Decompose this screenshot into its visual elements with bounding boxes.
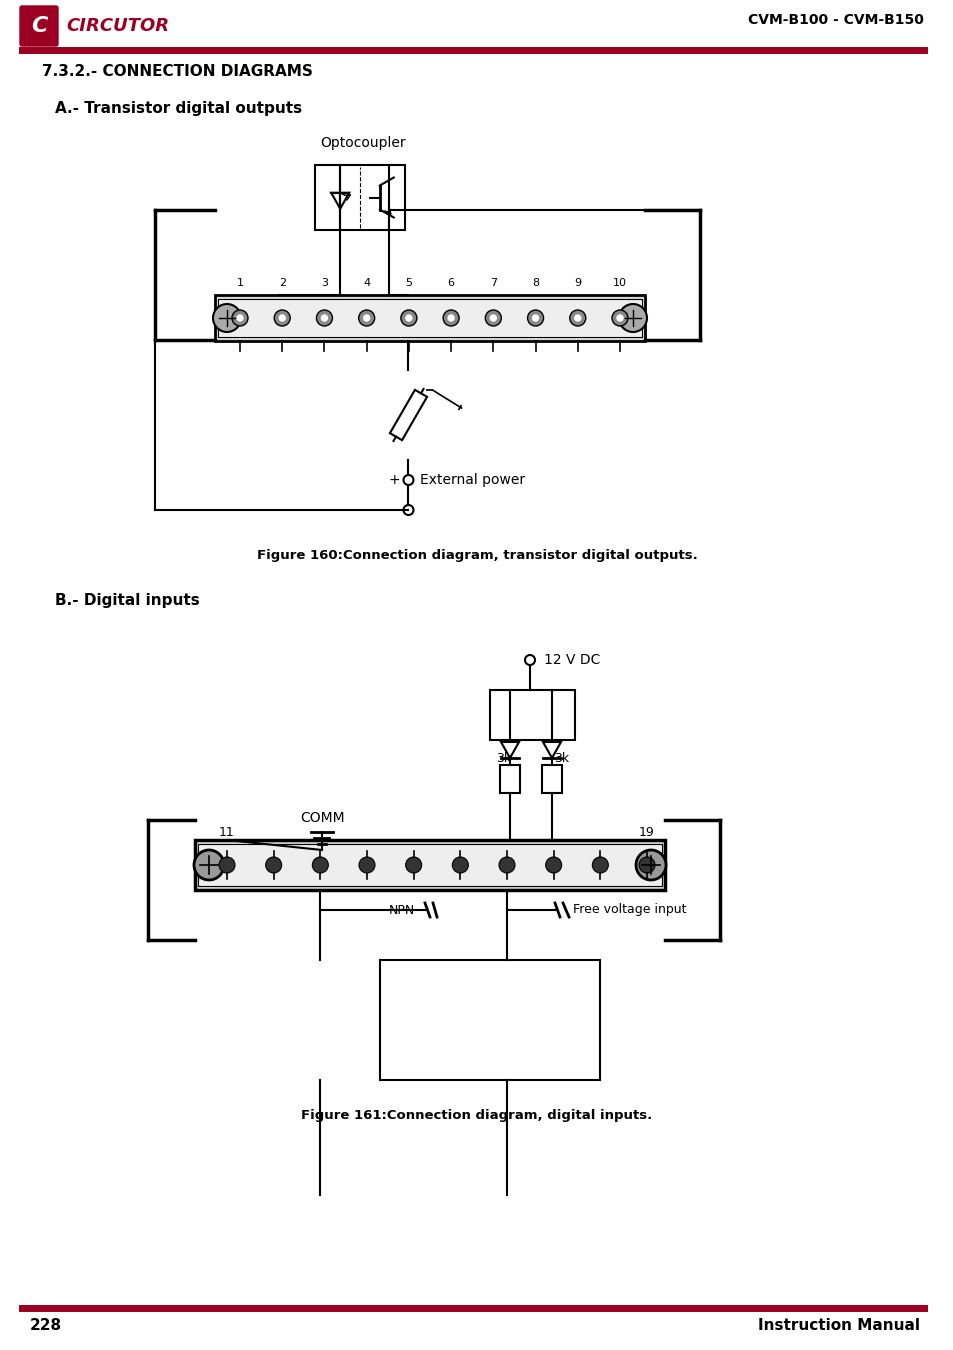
Circle shape xyxy=(321,315,327,321)
Polygon shape xyxy=(390,390,427,440)
Text: Optocoupler: Optocoupler xyxy=(319,136,405,150)
Text: 3k: 3k xyxy=(554,752,569,765)
Text: 2: 2 xyxy=(278,278,286,288)
Text: A.- Transistor digital outputs: A.- Transistor digital outputs xyxy=(55,100,302,116)
Bar xyxy=(194,840,664,890)
Circle shape xyxy=(498,857,515,873)
Text: 6: 6 xyxy=(447,278,455,288)
Circle shape xyxy=(363,315,369,321)
Bar xyxy=(490,690,575,740)
Circle shape xyxy=(636,850,665,880)
Circle shape xyxy=(219,857,234,873)
Text: NPN: NPN xyxy=(388,903,415,917)
Circle shape xyxy=(639,857,655,873)
Bar xyxy=(541,765,561,792)
Circle shape xyxy=(213,304,241,332)
Circle shape xyxy=(232,310,248,325)
Circle shape xyxy=(274,310,290,325)
Circle shape xyxy=(612,310,627,325)
Bar xyxy=(198,844,661,886)
Text: C: C xyxy=(30,16,47,36)
Text: 7.3.2.- CONNECTION DIAGRAMS: 7.3.2.- CONNECTION DIAGRAMS xyxy=(42,65,313,80)
Circle shape xyxy=(403,475,413,485)
Circle shape xyxy=(592,857,608,873)
Text: 1: 1 xyxy=(236,278,243,288)
Circle shape xyxy=(312,857,328,873)
Circle shape xyxy=(490,315,496,321)
Text: 4: 4 xyxy=(363,278,370,288)
Text: 7: 7 xyxy=(489,278,497,288)
Circle shape xyxy=(405,315,412,321)
Circle shape xyxy=(193,850,224,880)
Text: 10: 10 xyxy=(613,278,626,288)
Text: 8: 8 xyxy=(532,278,538,288)
Circle shape xyxy=(574,315,580,321)
Circle shape xyxy=(452,857,468,873)
Text: 3k: 3k xyxy=(496,752,511,765)
Text: External power: External power xyxy=(420,472,525,487)
Circle shape xyxy=(358,857,375,873)
Text: 5: 5 xyxy=(405,278,412,288)
Bar xyxy=(214,296,644,342)
Circle shape xyxy=(265,857,281,873)
Text: CIRCUTOR: CIRCUTOR xyxy=(66,18,169,35)
Bar xyxy=(218,298,641,338)
Text: −: − xyxy=(388,504,400,517)
Text: 228: 228 xyxy=(30,1318,62,1332)
Text: B.- Digital inputs: B.- Digital inputs xyxy=(55,593,199,608)
Circle shape xyxy=(358,310,375,325)
Circle shape xyxy=(617,315,622,321)
Text: Instruction Manual: Instruction Manual xyxy=(758,1318,919,1332)
FancyBboxPatch shape xyxy=(20,5,58,46)
Bar xyxy=(379,960,599,1080)
Circle shape xyxy=(316,310,332,325)
Circle shape xyxy=(400,310,416,325)
Text: CVM-B100 - CVM-B150: CVM-B100 - CVM-B150 xyxy=(747,14,923,27)
Circle shape xyxy=(403,505,413,514)
Circle shape xyxy=(236,315,243,321)
Text: +: + xyxy=(388,472,400,487)
Text: COMM: COMM xyxy=(299,811,344,825)
Text: 11: 11 xyxy=(219,825,234,838)
Text: Figure 160:Connection diagram, transistor digital outputs.: Figure 160:Connection diagram, transisto… xyxy=(256,548,697,562)
Circle shape xyxy=(485,310,501,325)
Text: 12 V DC: 12 V DC xyxy=(543,653,599,667)
Text: Free voltage input: Free voltage input xyxy=(573,903,686,917)
Bar xyxy=(314,165,405,230)
Circle shape xyxy=(524,655,535,666)
Bar xyxy=(499,765,519,792)
Text: Figure 161:Connection diagram, digital inputs.: Figure 161:Connection diagram, digital i… xyxy=(301,1108,652,1122)
Circle shape xyxy=(618,304,646,332)
Circle shape xyxy=(532,315,538,321)
Text: 19: 19 xyxy=(639,825,654,838)
Circle shape xyxy=(442,310,458,325)
Circle shape xyxy=(448,315,454,321)
Text: 3: 3 xyxy=(320,278,328,288)
Circle shape xyxy=(405,857,421,873)
Circle shape xyxy=(545,857,561,873)
Text: 9: 9 xyxy=(574,278,580,288)
Circle shape xyxy=(527,310,543,325)
Circle shape xyxy=(569,310,585,325)
Circle shape xyxy=(279,315,285,321)
